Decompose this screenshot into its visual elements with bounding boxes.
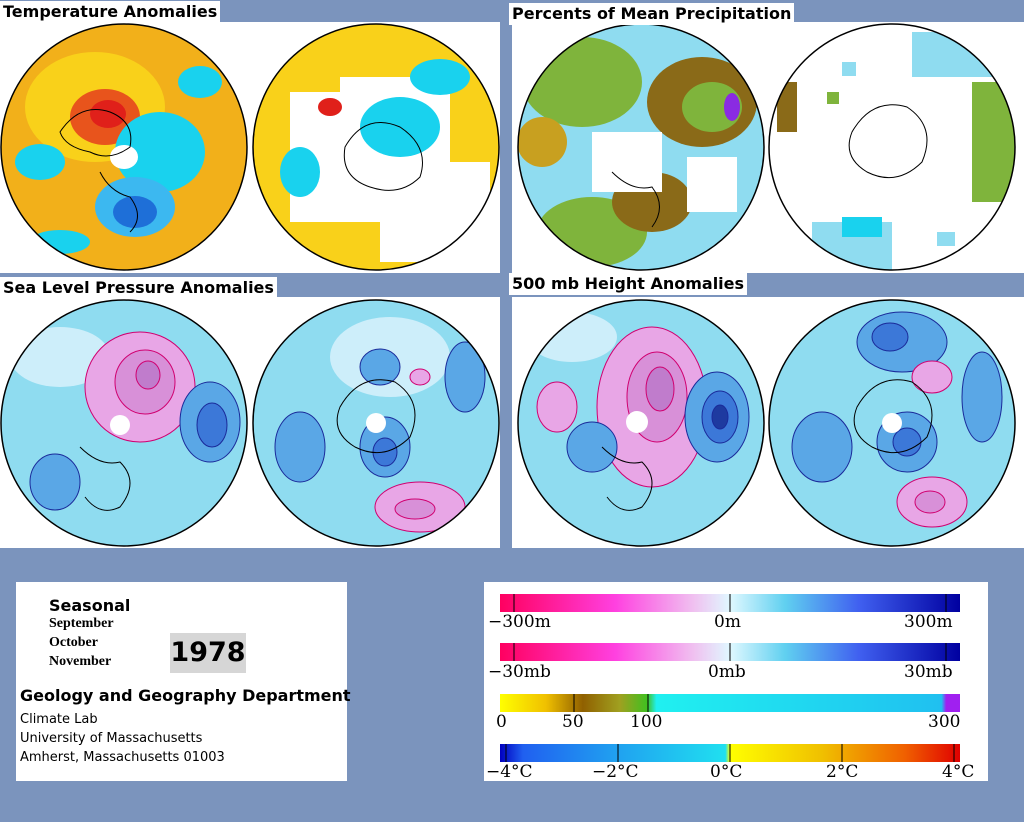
height-panel (512, 297, 1024, 548)
temp-label-4: 4°C (942, 762, 975, 782)
pressure-label-mid: 0mb (708, 662, 746, 682)
temperature-title: Temperature Anomalies (0, 1, 221, 23)
height-maps (517, 299, 1016, 547)
precipitation-maps (517, 23, 1016, 271)
season-heading: Seasonal (49, 596, 131, 615)
height-north-hemisphere (518, 300, 764, 546)
month-2: October (49, 635, 98, 650)
pressure-maps (0, 299, 500, 547)
legend-colorbars (500, 594, 960, 762)
legend-box: −300m 0m 300m −30mb 0mb 30mb 0 50 100 30… (484, 582, 988, 781)
month-1: September (49, 616, 114, 631)
temp-label-2: 2°C (826, 762, 859, 782)
temp-label-m2: −2°C (592, 762, 639, 782)
precip-label-0: 0 (496, 712, 507, 732)
info-box: Seasonal September October November 1978… (16, 582, 351, 781)
pressure-label-max: 30mb (904, 662, 953, 682)
precip-colorbar (500, 694, 960, 712)
address-line-2: University of Massachusetts (20, 731, 203, 746)
precip-label-300: 300 (928, 712, 961, 732)
pressure-south-hemisphere (253, 300, 499, 546)
pressure-panel (0, 297, 500, 548)
precipitation-south-hemisphere (769, 24, 1015, 270)
height-label-max: 300m (904, 612, 953, 632)
temperature-maps (0, 23, 500, 271)
height-title: 500 mb Height Anomalies (509, 273, 748, 295)
address-line-1: Climate Lab (20, 712, 98, 727)
address-line-3: Amherst, Massachusetts 01003 (20, 750, 225, 765)
temperature-panel (0, 22, 500, 273)
temp-label-m4: −4°C (486, 762, 533, 782)
temp-label-0: 0°C (710, 762, 743, 782)
year-badge: 1978 (170, 633, 246, 673)
precipitation-title: Percents of Mean Precipitation (509, 3, 795, 25)
department-name: Geology and Geography Department (20, 686, 351, 705)
pressure-title: Sea Level Pressure Anomalies (0, 277, 277, 299)
precipitation-north-hemisphere (518, 24, 764, 270)
month-3: November (49, 654, 112, 669)
temperature-north-hemisphere (1, 24, 247, 270)
height-label-mid: 0m (714, 612, 741, 632)
pressure-label-min: −30mb (488, 662, 551, 682)
precip-label-100: 100 (630, 712, 663, 732)
temperature-south-hemisphere (253, 24, 499, 270)
height-south-hemisphere (769, 300, 1015, 546)
precipitation-panel (512, 22, 1024, 273)
pressure-north-hemisphere (1, 300, 247, 546)
height-label-min: −300m (488, 612, 551, 632)
precip-label-50: 50 (562, 712, 584, 732)
